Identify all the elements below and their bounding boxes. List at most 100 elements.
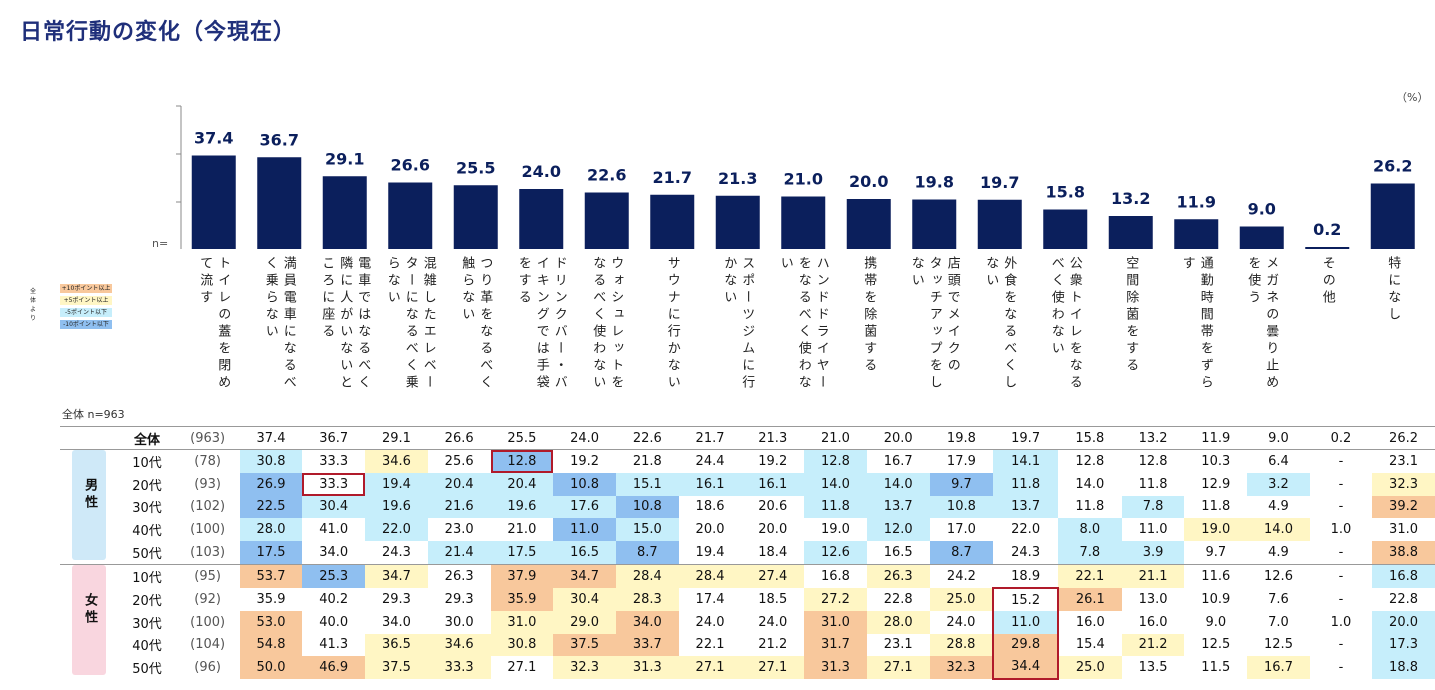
table-cell: 21.0 bbox=[820, 430, 850, 446]
category-label-line: 店頭でメイクの bbox=[944, 256, 960, 375]
table-cell: 23.0 bbox=[444, 522, 474, 538]
table-cell: 28.4 bbox=[615, 564, 679, 589]
table-cell: 8.7 bbox=[929, 541, 994, 565]
table-cell: 29.3 bbox=[444, 592, 474, 608]
row-n: (96) bbox=[194, 659, 221, 675]
table-cell: 20.0 bbox=[758, 522, 788, 538]
table-cell: 31.0 bbox=[490, 611, 554, 634]
table-row: 40代 (100) 28.0 41.0 22.0 23.0 21.0 11.0 15.0 20.0… bbox=[60, 518, 1435, 542]
table-cell: 14.0 bbox=[804, 472, 867, 496]
table-cell: 24.2 bbox=[946, 569, 976, 585]
table-cell: 1.0 bbox=[1330, 522, 1352, 538]
category-label: ハンドドライヤー をなるべく使わない bbox=[771, 256, 837, 416]
table-cell: 34.4 bbox=[992, 655, 1059, 681]
table-cell: 38.8 bbox=[1372, 541, 1435, 565]
bar bbox=[715, 195, 760, 249]
table-cell: 30.4 bbox=[302, 495, 366, 519]
n-label: n= bbox=[152, 237, 169, 250]
table-cell: 11.9 bbox=[1201, 430, 1231, 446]
table-row: 50代 (96) 50.0 46.9 37.5 33.3 27.1 32.3 31.3 27.1 2… bbox=[60, 655, 1435, 681]
bar bbox=[453, 185, 498, 249]
category-label-line: ターになるべく乗 bbox=[402, 256, 418, 392]
row-label: 20代 bbox=[132, 478, 162, 494]
category-label: 混雑したエレベー ターになるべく乗 らない bbox=[378, 256, 444, 416]
table-cell: 30.8 bbox=[490, 633, 554, 656]
category-label: ウォシュレットを なるべく使わない bbox=[574, 256, 640, 416]
category-label: 満員電車になるべ く乗らない bbox=[247, 256, 313, 416]
row-label: 10代 bbox=[132, 571, 162, 587]
table-cell: 30.0 bbox=[444, 614, 474, 630]
category-label-line: 外食をなるべくし bbox=[1001, 256, 1017, 392]
table-cell: 1.0 bbox=[1330, 614, 1352, 630]
row-n: (100) bbox=[190, 614, 226, 630]
bar bbox=[846, 199, 891, 249]
table-cell: 11.0 bbox=[1138, 522, 1168, 538]
table-cell: 3.2 bbox=[1247, 472, 1310, 496]
category-label: ドリンクバー・バ イキングでは手袋 をする bbox=[509, 256, 575, 416]
data-label: 13.2 bbox=[1111, 189, 1150, 208]
table-cell: 32.3 bbox=[553, 655, 616, 679]
category-label-line: べく使わない bbox=[1048, 256, 1064, 358]
bar bbox=[257, 157, 302, 249]
category-label: 通勤時間帯をずらす bbox=[1164, 256, 1230, 416]
data-label: 26.6 bbox=[391, 156, 430, 175]
table-cell: - bbox=[1338, 569, 1344, 585]
table-cell: 36.5 bbox=[365, 633, 428, 656]
table-cell: 29.8 bbox=[992, 633, 1059, 656]
table-cell: 20.0 bbox=[695, 522, 725, 538]
table-cell: 22.0 bbox=[365, 518, 428, 542]
table-cell: 11.8 bbox=[1201, 499, 1231, 515]
table-cell: 14.0 bbox=[866, 472, 930, 496]
table-cell: 16.1 bbox=[678, 472, 742, 496]
category-label-line: なるべく使わない bbox=[590, 256, 606, 392]
table-cell: 27.1 bbox=[678, 655, 742, 679]
gender-group-label: 女性 bbox=[60, 565, 118, 680]
table-cell: 9.7 bbox=[929, 472, 994, 496]
table-cell: 11.6 bbox=[1201, 569, 1231, 585]
table-cell: 19.0 bbox=[820, 522, 850, 538]
table-cell: 16.5 bbox=[553, 541, 616, 565]
row-n: (104) bbox=[190, 637, 226, 653]
category-label-line: タッチアップをし bbox=[926, 256, 942, 392]
table-cell: 37.4 bbox=[256, 430, 286, 446]
table-cell: 31.3 bbox=[615, 655, 679, 679]
bar bbox=[191, 155, 236, 249]
row-n: (963) bbox=[190, 430, 226, 446]
table-cell: 53.7 bbox=[239, 564, 303, 589]
bar bbox=[1370, 183, 1415, 249]
table-cell: 30.8 bbox=[239, 449, 303, 473]
table-cell: 15.2 bbox=[992, 587, 1059, 612]
table-cell: 12.9 bbox=[1201, 476, 1231, 492]
table-cell: 7.8 bbox=[1121, 495, 1185, 519]
table-cell: 28.0 bbox=[866, 611, 930, 634]
table-cell: 26.3 bbox=[444, 569, 474, 585]
table-cell: 24.3 bbox=[1011, 545, 1041, 561]
table-cell: 16.0 bbox=[1138, 614, 1168, 630]
table-cell: 13.7 bbox=[866, 495, 930, 519]
table-cell: 18.5 bbox=[758, 592, 788, 608]
table-cell: 12.5 bbox=[1264, 637, 1293, 653]
table-cell: 11.8 bbox=[804, 495, 867, 519]
table-row: 40代 (104) 54.8 41.3 36.5 34.6 30.8 37.5 33.7 22.1… bbox=[60, 633, 1435, 656]
table-cell: 17.5 bbox=[239, 541, 303, 565]
table-cell: 4.9 bbox=[1268, 545, 1289, 561]
category-label: つり革をなるべく 触らない bbox=[443, 256, 509, 416]
table-cell: 16.8 bbox=[820, 569, 850, 585]
table-cell: 10.3 bbox=[1201, 453, 1231, 469]
table-cell: 8.7 bbox=[615, 541, 679, 565]
data-label: 25.5 bbox=[456, 158, 495, 177]
bar-chart: 37.4 36.7 29.1 26.6 25.5 24.0 22.6 21.7 21.3 21.0… bbox=[176, 105, 1415, 249]
table-cell: 17.3 bbox=[1372, 633, 1435, 656]
table-cell: 17.0 bbox=[946, 522, 976, 538]
category-label-line: その他 bbox=[1319, 256, 1335, 307]
gender-group-label: 男性 bbox=[60, 450, 118, 565]
table-cell: 19.6 bbox=[490, 495, 554, 519]
row-n: (95) bbox=[194, 569, 221, 585]
table-row: 30代 (102) 22.5 30.4 19.6 21.6 19.6 17.6 10.8 18.6… bbox=[60, 495, 1435, 519]
table-cell: 7.0 bbox=[1268, 614, 1289, 630]
table-cell: 11.8 bbox=[993, 472, 1058, 496]
data-label: 26.2 bbox=[1373, 157, 1412, 176]
table-cell: 28.4 bbox=[678, 564, 742, 589]
table-cell: 25.5 bbox=[507, 430, 537, 446]
legend-swatch: +5ポイント以上 bbox=[60, 296, 112, 305]
